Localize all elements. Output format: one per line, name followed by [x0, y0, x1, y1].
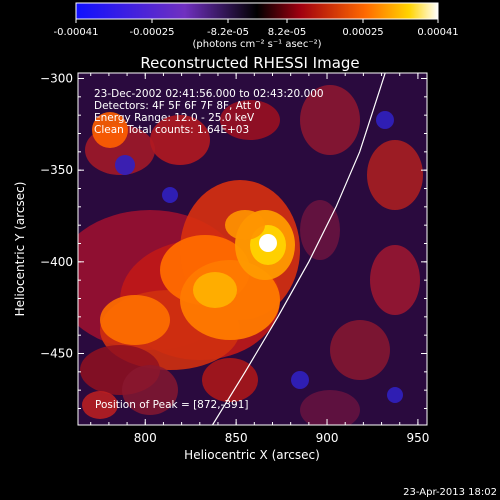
x-tick-label: 850 — [225, 431, 248, 445]
y-tick-label: −300 — [40, 72, 73, 86]
plot-frame — [77, 72, 428, 426]
heatmap-blob — [220, 100, 280, 140]
colorbar-tick-label: -0.00025 — [130, 27, 175, 38]
colorbar-tick-label: -0.00041 — [54, 27, 99, 38]
colorbar-tick-label: 0.00041 — [417, 27, 458, 38]
y-tick-label: −350 — [40, 163, 73, 177]
x-tick-label: 900 — [316, 431, 339, 445]
y-tick-label: −400 — [40, 255, 73, 269]
heatmap-blob — [300, 85, 360, 155]
x-tick-label: 950 — [406, 431, 429, 445]
heatmap-blob — [100, 295, 170, 345]
heatmap-blob — [92, 112, 128, 148]
heatmap-blob — [225, 210, 265, 240]
y-tick-label: −450 — [40, 347, 73, 361]
footer-timestamp: 23-Apr-2013 18:02 — [403, 487, 497, 498]
annotation-line: Detectors: 4F 5F 6F 7F 8F, Att 0 — [94, 100, 261, 112]
heatmap-blob — [122, 365, 178, 415]
heatmap-blob — [82, 391, 118, 419]
heatmap-negative-spot — [162, 187, 178, 203]
colorbar-tick-label: 8.2e-05 — [268, 27, 306, 38]
annotation-line: 23-Dec-2002 02:41:56.000 to 02:43:20.000 — [94, 88, 324, 100]
heatmap-blob — [300, 390, 360, 425]
heatmap-negative-spot — [291, 371, 309, 389]
colorbar-tick-label: -8.2e-05 — [207, 27, 249, 38]
heatmap-image — [78, 85, 423, 425]
heatmap-blob — [150, 115, 210, 165]
colorbar-tick-label: 0.00025 — [342, 27, 383, 38]
annotation-line: Energy Range: 12.0 - 25.0 keV — [94, 112, 255, 124]
heatmap-blob — [193, 272, 237, 308]
y-axis-label: Heliocentric Y (arcsec) — [13, 182, 27, 317]
heatmap-negative-spot — [376, 111, 394, 129]
heatmap-blob — [367, 140, 423, 210]
heatmap-blob — [259, 234, 277, 252]
chart-title: Reconstructed RHESSI Image — [140, 54, 359, 72]
colorbar-units: (photons cm⁻² s⁻¹ asec⁻²) — [192, 39, 321, 50]
solar-limb-curve — [211, 73, 386, 425]
colorbar — [75, 2, 439, 20]
heatmap-negative-spot — [387, 387, 403, 403]
heatmap-blob — [330, 320, 390, 380]
heatmap-negative-spot — [115, 155, 135, 175]
heatmap-blob — [300, 200, 340, 260]
x-tick-label: 800 — [134, 431, 157, 445]
annotation-line: Clean Total counts: 1.64E+03 — [94, 124, 249, 136]
heatmap-blob — [370, 245, 420, 315]
heatmap-blob — [202, 358, 258, 402]
peak-position-label: Position of Peak = [872,-391] — [95, 399, 249, 411]
x-axis-label: Heliocentric X (arcsec) — [184, 448, 320, 462]
